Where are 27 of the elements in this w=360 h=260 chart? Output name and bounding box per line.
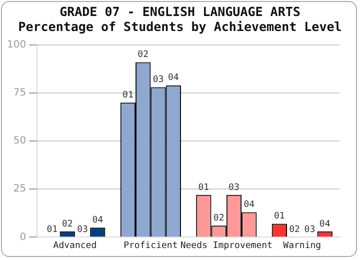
chart-subtitle: Percentage of Students by Achievement Level xyxy=(17,19,343,34)
text: 04 xyxy=(168,73,179,84)
x-tick-label: Proficient xyxy=(124,240,178,251)
x-tick-label: Advanced xyxy=(53,240,97,251)
y-tick-label: 100 xyxy=(6,40,26,51)
chart-title: GRADE 07 - ENGLISH LANGUAGE ARTS xyxy=(58,4,302,19)
text: 02 xyxy=(289,225,300,236)
y-tick-label: 25 xyxy=(13,184,26,195)
y-tick-label: 75 xyxy=(13,88,26,99)
text: 03 xyxy=(77,225,88,236)
x-tick-label: Warning xyxy=(283,240,322,251)
series-label: 04 xyxy=(92,215,104,226)
text: 03 xyxy=(228,182,240,193)
x-tick-label: Needs Improvement xyxy=(180,240,272,251)
text: 01 xyxy=(46,225,58,236)
series-label: 03 xyxy=(152,75,164,86)
text: 03 xyxy=(304,225,316,236)
text: 04 xyxy=(319,219,330,230)
series-label: 02 xyxy=(62,219,73,230)
y-tick-label: 50 xyxy=(13,136,26,147)
text: 01 xyxy=(274,212,285,222)
y-tick-label: 0 xyxy=(20,232,26,243)
text: 04 xyxy=(244,200,255,210)
text: 01 xyxy=(198,182,210,193)
text: 02 xyxy=(138,50,149,60)
text: 02 xyxy=(213,214,224,224)
series-label: 01 xyxy=(122,90,134,101)
